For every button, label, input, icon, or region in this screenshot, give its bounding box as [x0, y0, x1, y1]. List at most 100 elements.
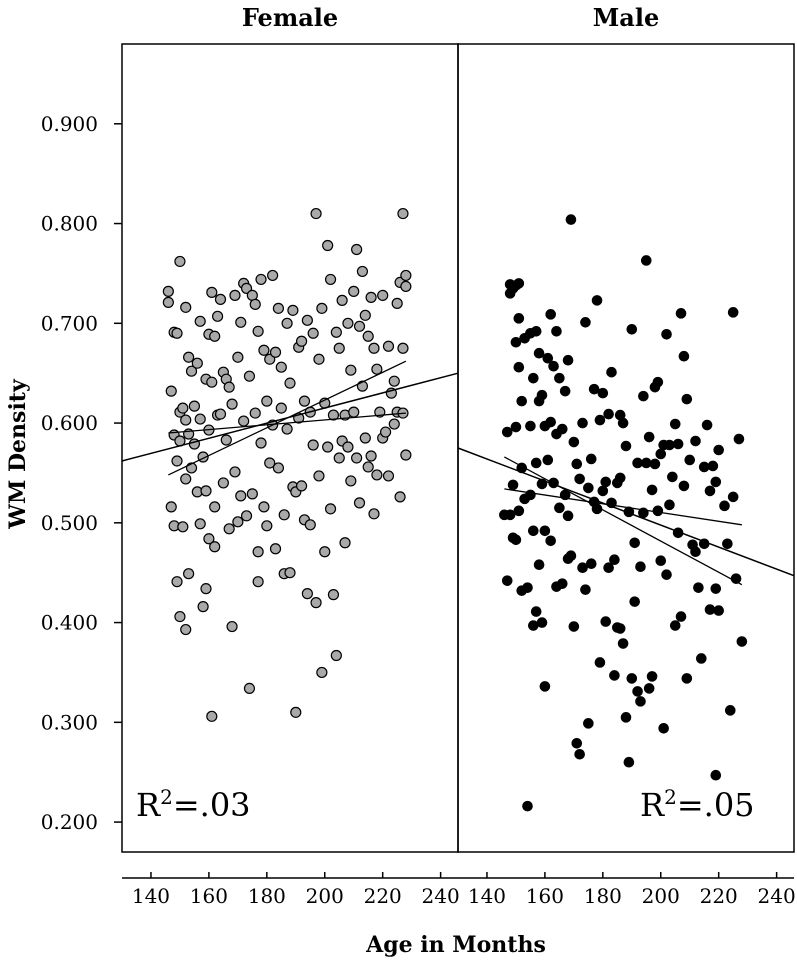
data-point	[351, 452, 363, 464]
data-point	[353, 497, 366, 509]
data-point	[510, 421, 522, 433]
data-point	[664, 499, 675, 511]
x-axis-title: Age in Months	[365, 932, 546, 958]
data-point	[235, 490, 247, 502]
data-point	[232, 351, 244, 363]
data-point	[652, 376, 664, 388]
panels-layer: 0.200 0.300 0.400 0.500 0.600 0.700 0.800 0.900…	[41, 3, 796, 908]
x-tick-label: 180	[248, 884, 286, 908]
data-point	[345, 475, 357, 487]
data-point	[542, 352, 554, 364]
panel-title: Male	[593, 3, 660, 32]
y-tick-label: 0.200	[41, 810, 98, 834]
data-point	[710, 476, 722, 488]
data-point	[559, 385, 571, 397]
data-point	[304, 519, 316, 531]
data-point	[707, 460, 719, 472]
data-point	[162, 285, 174, 297]
data-point	[603, 408, 614, 420]
data-point	[539, 525, 551, 537]
panel-male: Male 140 160 180 200 220 240 R2=.05	[457, 3, 796, 908]
data-point	[330, 326, 342, 338]
data-point	[640, 255, 652, 266]
data-point	[171, 455, 183, 467]
data-point	[568, 436, 580, 448]
data-point	[736, 636, 748, 647]
data-point	[368, 342, 380, 354]
data-point	[243, 370, 256, 382]
data-point	[319, 546, 331, 558]
data-point	[287, 304, 299, 316]
data-point	[693, 582, 704, 593]
data-point	[252, 325, 264, 337]
data-point	[580, 317, 591, 328]
data-point	[209, 541, 221, 553]
data-point	[507, 479, 519, 491]
data-point	[661, 569, 672, 580]
data-point	[623, 756, 635, 768]
data-point	[229, 289, 241, 301]
data-point	[313, 470, 325, 482]
y-tick-label: 0.900	[41, 112, 98, 136]
data-point	[562, 510, 574, 522]
x-tick-label: 200	[642, 884, 680, 908]
data-point	[316, 302, 328, 314]
data-point	[583, 718, 594, 729]
x-tick-label: 240	[422, 884, 460, 908]
data-point	[583, 482, 594, 494]
data-point	[678, 480, 690, 492]
data-point	[342, 317, 354, 329]
data-point	[278, 509, 290, 521]
x-tick-label: 160	[190, 884, 228, 908]
data-point	[501, 426, 513, 438]
data-point	[643, 683, 655, 694]
data-point	[722, 538, 733, 550]
data-point	[371, 469, 383, 481]
data-point	[261, 520, 273, 532]
x-tick-label: 180	[584, 884, 622, 908]
data-point	[281, 423, 293, 435]
data-point	[646, 484, 658, 496]
data-point	[345, 364, 357, 376]
data-point	[327, 589, 340, 601]
data-point	[327, 409, 340, 421]
data-point	[727, 491, 739, 503]
data-point	[353, 320, 366, 332]
data-point	[220, 434, 232, 446]
data-point	[510, 336, 522, 348]
data-point	[295, 480, 308, 492]
data-point	[609, 670, 620, 681]
data-point	[267, 269, 279, 282]
data-point	[614, 472, 626, 484]
data-point	[322, 441, 334, 453]
data-point	[272, 462, 285, 474]
data-point	[223, 381, 235, 393]
data-point	[200, 583, 212, 595]
data-point	[209, 501, 221, 513]
data-point	[371, 363, 383, 375]
data-point	[165, 501, 177, 513]
data-point	[211, 310, 224, 322]
data-point	[180, 473, 192, 485]
data-point	[298, 395, 311, 407]
data-point	[400, 449, 412, 461]
x-tick-label: 220	[364, 884, 402, 908]
data-point	[635, 561, 646, 573]
data-point	[690, 546, 701, 558]
data-point	[258, 501, 270, 513]
data-point	[556, 423, 568, 435]
data-point	[359, 432, 371, 444]
data-point	[513, 361, 525, 373]
data-point	[701, 419, 713, 431]
data-point	[545, 309, 556, 320]
data-point	[675, 308, 687, 319]
data-point	[533, 347, 545, 359]
data-point	[571, 737, 583, 749]
data-point	[606, 366, 617, 378]
data-point	[530, 325, 542, 337]
data-point	[528, 525, 539, 537]
data-point	[180, 414, 192, 426]
data-point	[588, 383, 600, 395]
data-point	[684, 454, 696, 466]
